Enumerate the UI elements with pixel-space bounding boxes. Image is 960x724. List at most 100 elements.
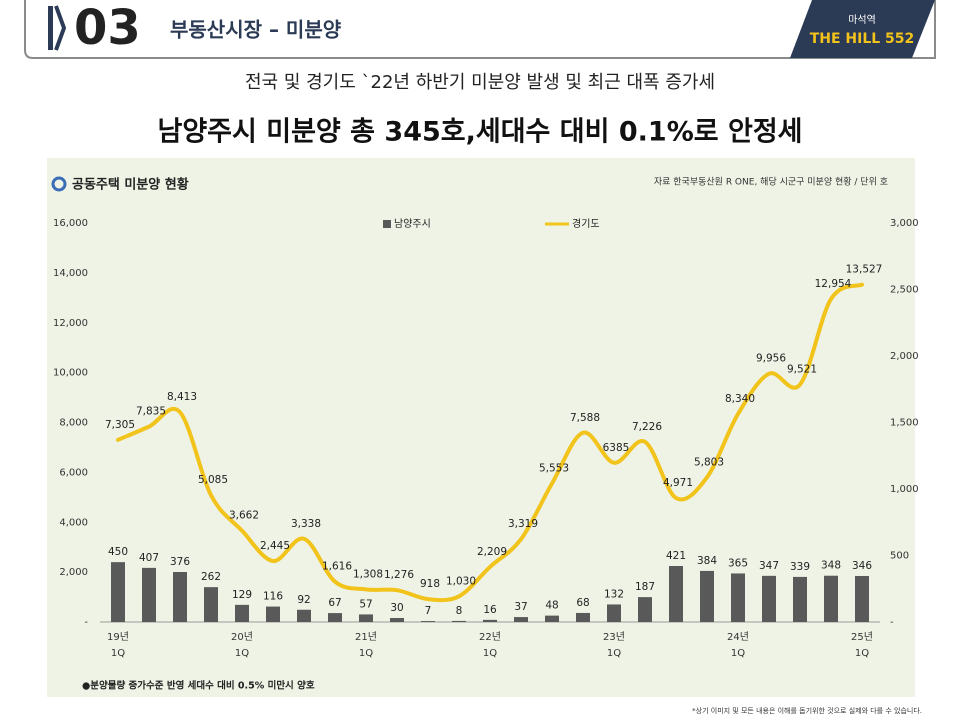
bar-value-label: 48 — [545, 600, 558, 612]
line-value-label: 7,305 — [105, 419, 135, 431]
bar-value-label: 347 — [759, 560, 779, 572]
y2-tick-label: 1,000 — [890, 484, 919, 495]
bar — [359, 614, 373, 622]
y2-tick-label: 500 — [890, 551, 909, 562]
y-tick-label: 10,000 — [53, 368, 88, 379]
bar — [669, 566, 683, 622]
footnote: ●분양물량 증가수준 반영 세대수 대비 0.5% 미만시 양호 — [82, 680, 315, 692]
disclaimer: *상기 이미지 및 모든 내용은 이해를 돕기위한 것으로 실제와 다를 수 있… — [692, 706, 922, 715]
line-value-label: 9,956 — [756, 353, 786, 365]
bar-value-label: 365 — [728, 557, 748, 569]
y-tick-label: 8,000 — [59, 418, 88, 429]
y2-tick-label: 2,500 — [890, 285, 919, 296]
bar-value-label: 37 — [514, 601, 527, 613]
bar-value-label: 376 — [170, 556, 190, 568]
bar-value-label: 68 — [576, 597, 589, 609]
bar — [328, 613, 342, 622]
bar — [142, 567, 156, 622]
line-value-label: 1,308 — [353, 568, 383, 580]
x-tick-label: 20년 1Q — [231, 631, 253, 659]
bar — [731, 573, 745, 622]
line-value-label: 7,835 — [136, 406, 166, 418]
bar-value-label: 67 — [328, 597, 341, 609]
line-value-label: 2,445 — [260, 540, 290, 552]
x-tick-label: 25년 1Q — [851, 631, 873, 659]
subtitle: 전국 및 경기도 `22년 하반기 미분양 발생 및 최근 대폭 증가세 — [245, 72, 715, 93]
line-value-label: 8,413 — [167, 391, 197, 403]
bar-value-label: 132 — [604, 588, 624, 600]
bar — [204, 587, 218, 622]
y-tick-label: 14,000 — [53, 268, 88, 279]
y-tick-label: 12,000 — [53, 318, 88, 329]
bar — [700, 570, 714, 622]
line-value-label: 5,553 — [539, 463, 569, 475]
y2-tick-label: 1,500 — [890, 418, 919, 429]
legend-label: 남양주시 — [394, 218, 431, 230]
bar — [855, 575, 869, 622]
line-value-label: 2,209 — [477, 546, 507, 558]
header-accent — [48, 6, 53, 50]
x-tick-label: 24년 1Q — [727, 631, 749, 659]
bar-value-label: 7 — [425, 605, 432, 617]
bar — [638, 597, 652, 622]
headline: 남양주시 미분양 총 345호,세대수 대비 0.1%로 안정세 — [157, 117, 802, 148]
section-title: 부동산시장 – 미분양 — [170, 18, 342, 42]
bar — [421, 621, 435, 622]
line-value-label: 1,616 — [322, 561, 352, 573]
bar-value-label: 92 — [297, 594, 310, 606]
bar — [793, 576, 807, 622]
legend-swatch — [383, 220, 391, 228]
line-value-label: 5,085 — [198, 474, 228, 486]
bar — [111, 562, 125, 622]
line-value-label: 4,971 — [663, 477, 693, 489]
bar-value-label: 129 — [232, 589, 252, 601]
line-value-label: 3,662 — [229, 510, 259, 522]
bar — [235, 604, 249, 622]
line-value-label: 8,340 — [725, 393, 755, 405]
x-tick-label: 23년 1Q — [603, 631, 625, 659]
bar — [762, 575, 776, 622]
bar-value-label: 348 — [821, 560, 841, 572]
y-tick-label: 16,000 — [53, 218, 88, 229]
bar — [576, 612, 590, 622]
bar-value-label: 30 — [390, 602, 403, 614]
bar — [545, 615, 559, 622]
x-tick-label: 19년 1Q — [107, 631, 129, 659]
x-tick-label: 21년 1Q — [355, 631, 377, 659]
bar-value-label: 384 — [697, 555, 717, 567]
line-value-label: 6385 — [603, 442, 630, 454]
y2-tick-label: 3,000 — [890, 218, 919, 229]
bar-value-label: 8 — [456, 605, 463, 617]
line-value-label: 5,803 — [694, 456, 724, 468]
bar-value-label: 450 — [108, 546, 128, 558]
line-value-label: 9,521 — [787, 364, 817, 376]
bar-value-label: 57 — [359, 598, 372, 610]
bar — [607, 604, 621, 622]
y2-tick-label: - — [890, 617, 894, 628]
badge-main: THE HILL 552 — [810, 31, 915, 47]
bar — [514, 617, 528, 622]
line-value-label: 1,276 — [384, 569, 414, 581]
line-value-label: 918 — [420, 578, 440, 590]
bar — [173, 571, 187, 622]
badge — [790, 0, 935, 58]
panel-icon — [51, 176, 67, 192]
section-number: 03 — [74, 0, 141, 56]
bar — [266, 606, 280, 622]
y-tick-label: - — [84, 617, 88, 628]
line-value-label: 7,226 — [632, 421, 662, 433]
bar-value-label: 407 — [139, 552, 159, 564]
line-value-label: 7,588 — [570, 412, 600, 424]
line-value-label: 12,954 — [815, 278, 852, 290]
line-value-label: 3,319 — [508, 518, 538, 530]
bar-value-label: 16 — [483, 604, 497, 616]
badge-top: 마석역 — [848, 14, 876, 26]
header-chevron — [54, 5, 67, 51]
legend-label: 경기도 — [572, 217, 600, 230]
panel-title: 공동주택 미분양 현황 — [72, 177, 189, 193]
bar-value-label: 339 — [790, 561, 810, 573]
bar — [390, 618, 404, 622]
x-tick-label: 22년 1Q — [479, 631, 501, 659]
header-frame — [24, 0, 936, 59]
